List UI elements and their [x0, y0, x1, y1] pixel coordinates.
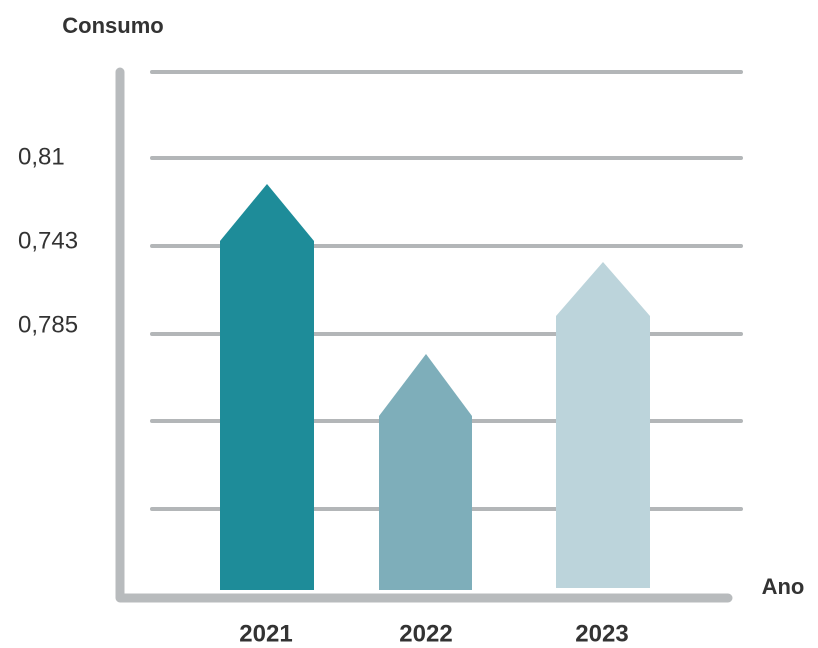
bar [556, 262, 650, 588]
bar [220, 184, 314, 590]
x-tick-label: 2023 [575, 620, 628, 647]
bar [379, 354, 472, 590]
chart-title: Consumo [62, 13, 163, 38]
x-tick-label: 2021 [239, 620, 292, 647]
y-label: 0,81 [18, 143, 65, 170]
x-axis-label: Ano [762, 574, 805, 599]
y-label: 0,743 [18, 227, 78, 254]
y-label: 0,785 [18, 311, 78, 338]
x-tick-label: 2022 [399, 620, 452, 647]
axis [115, 67, 733, 603]
